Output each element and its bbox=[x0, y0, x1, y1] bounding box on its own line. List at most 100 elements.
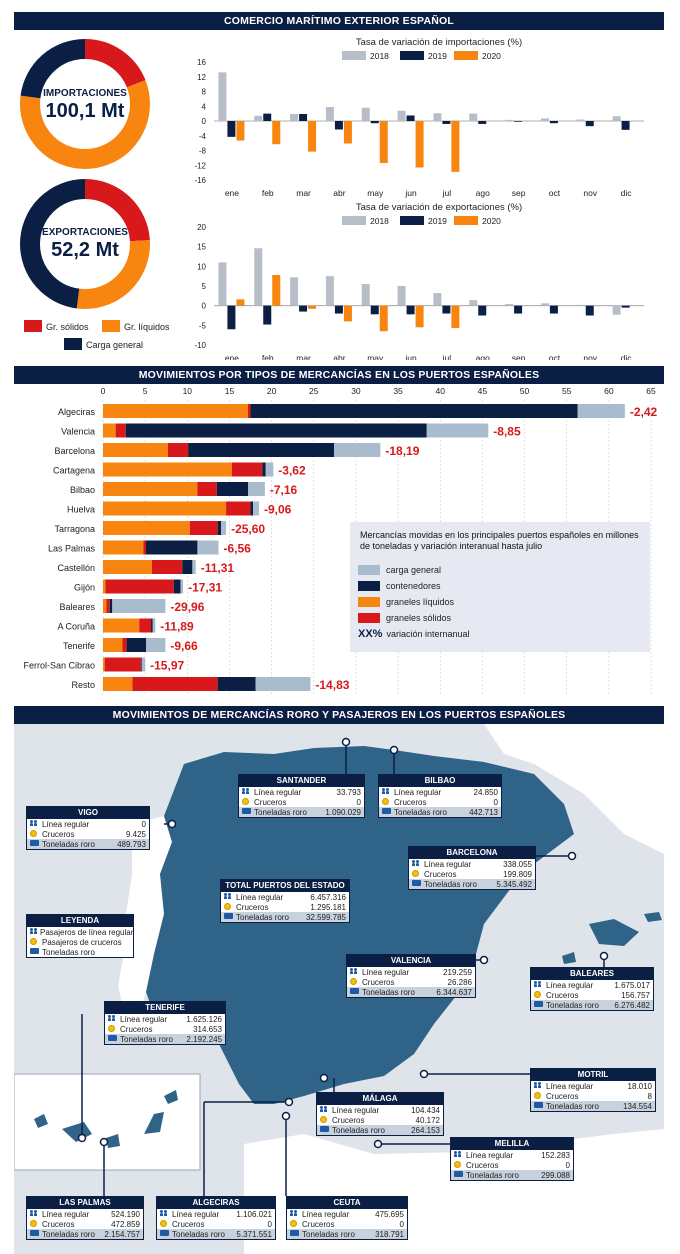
port-name: CEUTA bbox=[287, 1197, 407, 1209]
import-label: IMPORTACIONES bbox=[43, 88, 127, 99]
legend-label-2018: 2018 bbox=[370, 216, 389, 226]
row-label: Toneladas roro bbox=[362, 987, 415, 997]
variation-label: -29,96 bbox=[170, 600, 204, 614]
x-tick-label: 10 bbox=[183, 386, 193, 396]
port-box-santander: SANTANDER Línea regular 33.793 Cruceros 0 … bbox=[238, 774, 365, 818]
bar-segment-Bilbao bbox=[248, 482, 265, 496]
value-pax: 219.259 bbox=[443, 967, 472, 977]
row-label: Cruceros bbox=[546, 1091, 579, 1101]
value-pax: 524.190 bbox=[111, 1209, 140, 1219]
donut-importaciones bbox=[20, 39, 150, 169]
row-toneladas: Toneladas roro 2.154.757 bbox=[27, 1229, 143, 1239]
bar-2018-oct bbox=[540, 118, 549, 121]
donut-legend: Gr. sólidos Gr. líquidos Carga general bbox=[24, 320, 170, 350]
legend-swatch-2018 bbox=[342, 216, 366, 225]
bar-segment-Resto bbox=[132, 677, 218, 691]
y-tick-label: -16 bbox=[194, 176, 206, 185]
island-fuerteventura bbox=[144, 1112, 164, 1134]
row-label: Toneladas roro bbox=[254, 807, 307, 817]
bar-2019-feb bbox=[263, 113, 272, 121]
legend-swatch bbox=[358, 597, 380, 607]
row-linea: Línea regular 33.793 bbox=[239, 787, 364, 797]
port-label: Huelva bbox=[67, 505, 95, 515]
port-label: Las Palmas bbox=[48, 544, 96, 554]
truck-icon bbox=[108, 1035, 117, 1041]
row-toneladas: Toneladas roro 318.791 bbox=[287, 1229, 407, 1239]
bar-segment-Barcelona bbox=[167, 443, 189, 457]
row-label: Cruceros bbox=[42, 829, 75, 839]
bar-2019-ago bbox=[478, 121, 487, 124]
bar-segment-Algeciras bbox=[577, 404, 625, 418]
legend-item-carga: carga general bbox=[358, 562, 470, 578]
bar-segment-A Coruña bbox=[151, 618, 153, 633]
donut-exportaciones bbox=[20, 179, 150, 309]
row-label: Toneladas roro bbox=[120, 1034, 173, 1044]
bar-2018-sep bbox=[505, 119, 514, 121]
bar-segment-A Coruña bbox=[152, 618, 156, 633]
cruise-icon bbox=[30, 937, 37, 945]
port-name: SANTANDER bbox=[239, 775, 364, 787]
donut-slice-1 bbox=[20, 179, 150, 309]
banner-mercancias: MOVIMIENTOS POR TIPOS DE MERCANCÍAS EN L… bbox=[14, 366, 664, 384]
legend-row-ton: Toneladas roro bbox=[27, 947, 133, 957]
port-name: BARCELONA bbox=[409, 847, 535, 859]
variation-label: -11,89 bbox=[160, 620, 194, 634]
bar-2019-dic bbox=[621, 305, 630, 308]
value-cru: 0 bbox=[493, 797, 498, 807]
bar-2020-abr bbox=[343, 121, 352, 144]
legend-label-solidos: Gr. sólidos bbox=[46, 322, 89, 332]
cruise-icon bbox=[412, 869, 419, 877]
bar-2018-mar bbox=[290, 113, 299, 121]
row-label: Toneladas roro bbox=[302, 1229, 355, 1239]
bar-2019-sep bbox=[514, 121, 523, 122]
truck-icon bbox=[534, 1102, 543, 1108]
row-label: Cruceros bbox=[466, 1160, 499, 1170]
y-tick-label: -4 bbox=[199, 132, 207, 141]
port-name: VALENCIA bbox=[347, 955, 475, 967]
x-tick-label: 65 bbox=[646, 386, 656, 396]
port-name: TENERIFE bbox=[105, 1002, 225, 1014]
spain-shape bbox=[146, 746, 574, 1104]
x-tick-label: dic bbox=[621, 353, 633, 360]
row-toneladas: Toneladas roro 6.344.637 bbox=[347, 987, 475, 997]
bar-segment-Algeciras bbox=[248, 404, 251, 418]
row-linea: Línea regular 18.010 bbox=[531, 1081, 655, 1091]
donut-slice-1 bbox=[20, 39, 150, 169]
x-tick-label: 25 bbox=[309, 386, 319, 396]
bar-segment-Barcelona bbox=[188, 443, 335, 457]
row-linea: Línea regular 524.190 bbox=[27, 1209, 143, 1219]
row-linea: Línea regular 338.055 bbox=[409, 859, 535, 869]
row-toneladas: Toneladas roro 264.153 bbox=[317, 1125, 443, 1135]
bar-segment-Tenerife bbox=[145, 638, 166, 652]
y-tick-label: 16 bbox=[197, 58, 206, 67]
value-cru: 40.172 bbox=[415, 1115, 440, 1125]
bar-segment-Huelva bbox=[250, 501, 254, 516]
cruise-icon bbox=[320, 1115, 327, 1123]
port-label: Tenerife bbox=[63, 641, 95, 651]
row-linea: Línea regular 0 bbox=[27, 819, 149, 829]
legend-label-2019: 2019 bbox=[428, 51, 447, 61]
bar-segment-Castellón bbox=[151, 560, 183, 574]
truck-icon bbox=[290, 1230, 299, 1236]
row-label: Cruceros bbox=[120, 1024, 153, 1034]
port-name: TOTAL PUERTOS DEL ESTADO bbox=[221, 880, 349, 892]
y-tick-label: 15 bbox=[197, 243, 206, 252]
truck-icon bbox=[30, 840, 39, 846]
row-cruceros: Cruceros 314.653 bbox=[105, 1024, 225, 1034]
legend-title: LEYENDA bbox=[27, 915, 133, 927]
x-tick-label: 30 bbox=[351, 386, 361, 396]
x-tick-label: 50 bbox=[520, 386, 530, 396]
bar-segment-Las Palmas bbox=[145, 540, 198, 555]
port-name: MELILLA bbox=[451, 1138, 573, 1150]
bar-segment-Ferrol-San Cibrao bbox=[103, 657, 105, 672]
bar-segment-Tenerife bbox=[103, 638, 123, 652]
bar-segment-Cartagena bbox=[231, 462, 263, 477]
row-linea: Línea regular 24.850 bbox=[379, 787, 501, 797]
bar-2020-jun bbox=[415, 121, 424, 168]
row-label: Línea regular bbox=[424, 859, 472, 869]
bar-segment-Valencia bbox=[103, 423, 116, 438]
value-ton: 6.344.637 bbox=[436, 987, 472, 997]
truck-icon bbox=[412, 880, 421, 886]
x-tick-label: 40 bbox=[435, 386, 445, 396]
banner-comercio: COMERCIO MARÍTIMO EXTERIOR ESPAÑOL bbox=[14, 12, 664, 30]
